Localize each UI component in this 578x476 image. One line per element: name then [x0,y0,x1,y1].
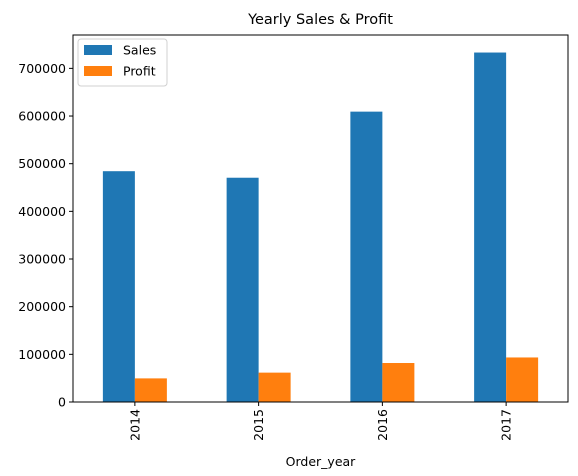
legend-label-sales: Sales [123,43,156,58]
legend-label-profit: Profit [123,64,156,79]
x-axis: 2014 2015 2016 2017 [127,402,514,441]
y-tick-label: 200000 [18,299,66,314]
bar-profit-2017 [506,357,539,402]
plot-frame [72,34,569,403]
y-tick-label: 300000 [18,252,66,267]
bar-sales-2017 [474,52,507,402]
x-tick-label-2015: 2015 [251,409,266,441]
legend: Sales Profit [77,38,168,87]
chart-title: Yearly Sales & Profit [247,12,393,28]
bar-sales-2015 [226,177,259,402]
y-tick-label: 400000 [18,204,66,219]
y-tick-label: 600000 [18,109,66,124]
x-tick-label-2016: 2016 [375,409,390,441]
legend-swatch-sales [84,45,112,55]
y-axis: 0 100000 200000 300000 400000 500000 600000 700… [18,61,73,410]
bar-sales-2014 [102,171,135,402]
bar-sales-2016 [350,111,383,402]
y-tick-label: 700000 [18,61,66,76]
y-tick-label: 0 [58,395,66,410]
legend-swatch-profit [84,66,112,76]
y-tick-label: 500000 [18,156,66,171]
bar-profit-2014 [134,378,167,402]
bar-profit-2015 [258,372,291,402]
bar-profit-2016 [382,363,415,402]
x-axis-label: Order_year [286,454,357,469]
bars-group [102,52,539,402]
x-tick-label-2017: 2017 [499,409,514,441]
y-tick-label: 100000 [18,347,66,362]
x-tick-label-2014: 2014 [127,409,142,441]
